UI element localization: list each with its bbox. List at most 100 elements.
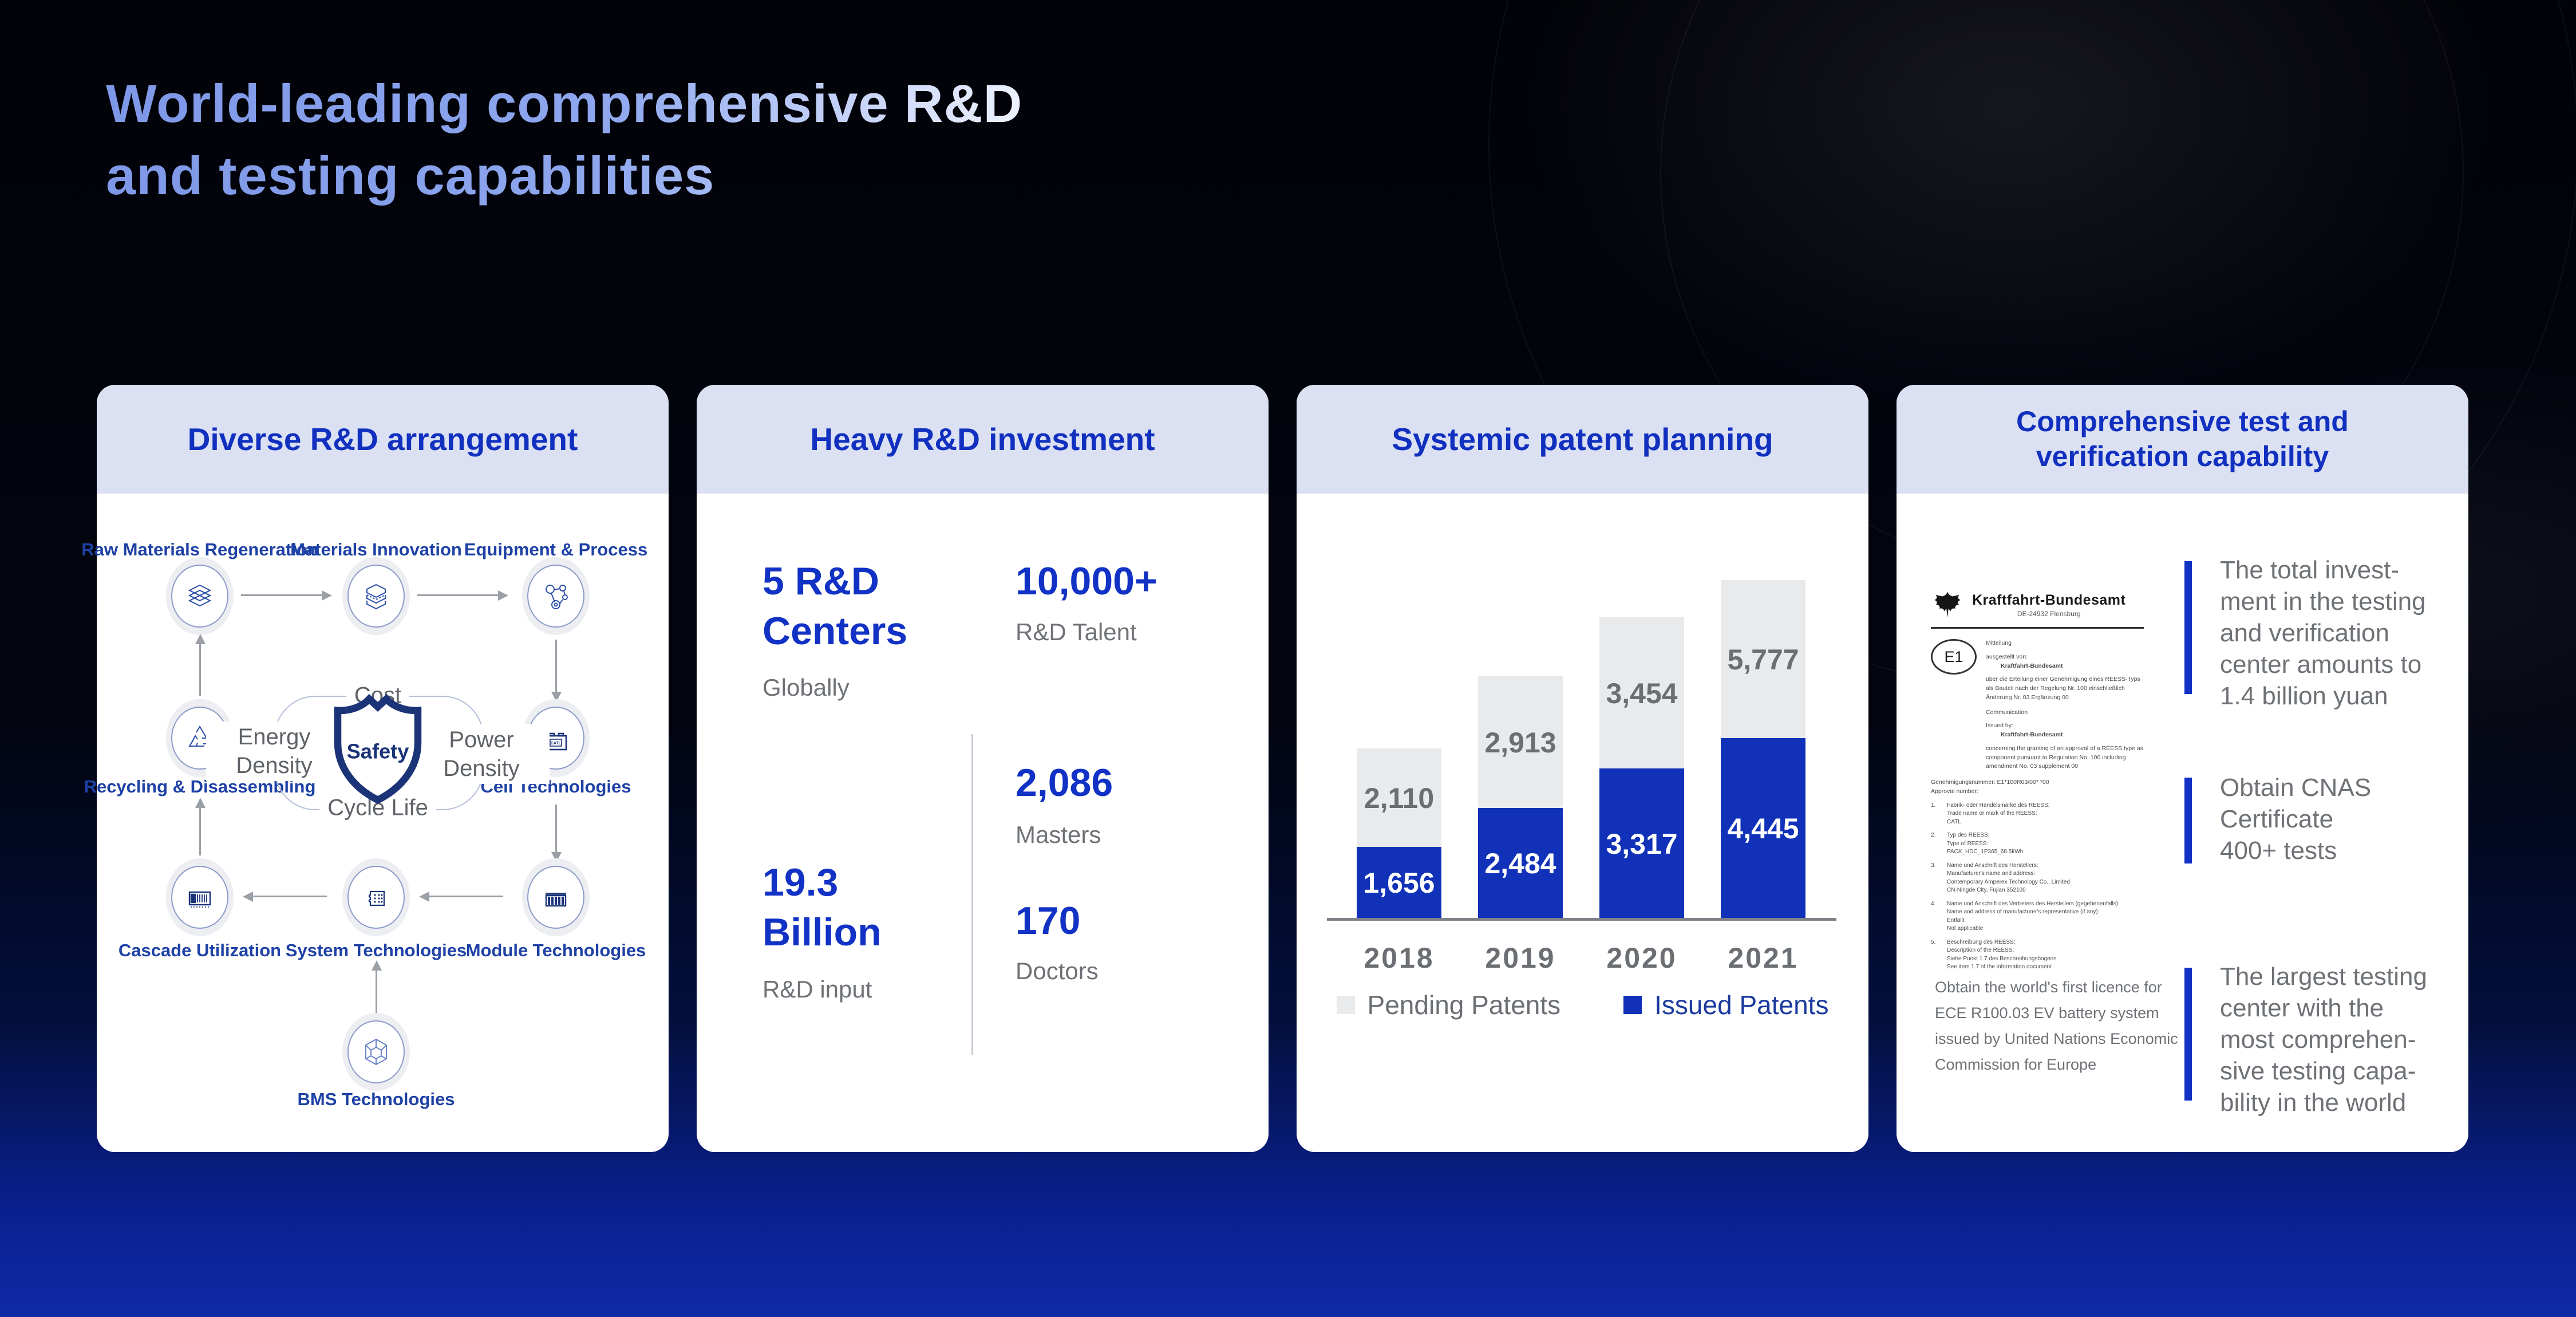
ece-licence-footnote: Obtain the world's first licence for ECE… — [1935, 975, 2178, 1078]
arrow-equipment-to-cell — [555, 640, 557, 692]
legend-pending-patents: Pending Patents — [1336, 989, 1561, 1020]
bullet1-line: and verification — [2220, 619, 2389, 647]
bar-2019: 2,484 2,913 — [1478, 676, 1563, 918]
arrow-materials-to-equipment — [417, 594, 499, 596]
bar-pending-segment — [1721, 580, 1805, 738]
cert-line: Description of the REESS: — [1947, 947, 2014, 953]
cascade-utilization-icon — [166, 858, 234, 936]
stat-masters-value: 2,086 — [1016, 761, 1113, 805]
bullet1-line: The total invest- — [2220, 556, 2400, 584]
bullet3-text: The largest testing center with the most… — [2220, 961, 2427, 1118]
arrow-bms-to-system — [376, 970, 377, 1014]
bar-issued-label: 3,317 — [1606, 827, 1678, 860]
cert-item-no: 4. — [1931, 900, 1936, 907]
footnote-line: Commission for Europe — [1935, 1056, 2097, 1073]
arrow-recycling-to-raw — [199, 644, 201, 696]
cert-rule — [1931, 627, 2144, 629]
bar-issued-label: 1,656 — [1363, 867, 1435, 899]
stat-masters-label: Masters — [1016, 821, 1101, 848]
cert-line: Name und Anschrift des Vertreters des He… — [1947, 900, 2120, 907]
bar-issued-segment — [1599, 768, 1684, 918]
bar-issued-label: 2,484 — [1484, 847, 1556, 880]
footnote-line: ECE R100.03 EV battery system — [1935, 1004, 2159, 1022]
bar-issued-label: 4,445 — [1727, 813, 1799, 845]
arrow-cell-to-module — [555, 805, 557, 853]
bar-issued-segment — [1721, 738, 1805, 918]
bar-2021: 4,445 5,777 — [1721, 580, 1805, 918]
arrow-system-to-cascade — [252, 896, 327, 897]
cert-line: Entfällt — [1947, 917, 1965, 924]
chart-legend: Pending Patents Issued Patents — [1297, 989, 1868, 1020]
label-equipment-process: Equipment & Process — [464, 539, 648, 559]
stat-rd-talent-value: 10,000+ — [1016, 559, 1157, 603]
stat-rd-centers-line2: Centers — [762, 609, 908, 653]
cert-line: Contemporary Amperex Technology Co., Lim… — [1947, 878, 2070, 885]
stat-doctors-value: 170 — [1016, 899, 1081, 943]
bar-2018: 1,656 2,110 — [1357, 748, 1441, 918]
bullet3-line: most comprehen- — [2220, 1026, 2416, 1054]
cert-item-5: 5. Beschreibung des REESS: Description o… — [1931, 939, 2144, 972]
federal-eagle-icon — [1934, 592, 1961, 618]
bullet3-line: sive testing capa- — [2220, 1057, 2416, 1085]
legend-issued-patents: Issued Patents — [1623, 989, 1828, 1020]
cert-item-no: 5. — [1931, 939, 1936, 945]
cert-line: Siehe Punkt 1.7 des Beschreibungsbogens — [1947, 955, 2057, 962]
bullet1-accent-bar — [2184, 561, 2192, 694]
label-cascade-utilization: Cascade Utilization — [118, 940, 282, 960]
bullet2-accent-bar — [2184, 778, 2192, 863]
cert-line: Manufacturer's name and address: — [1947, 870, 2036, 877]
bar-pending-label: 3,454 — [1606, 677, 1678, 709]
cert-de-text: über die Erteilung einer Genehmigung ein… — [1986, 676, 2140, 701]
cert-issuer: Kraftfahrt-Bundesamt — [2001, 662, 2063, 669]
safety-shield-icon: Safety — [332, 693, 424, 809]
cert-title: Kraftfahrt-Bundesamt — [1972, 592, 2126, 608]
bar-pending-label: 5,777 — [1727, 644, 1799, 676]
cert-line: Typ des REESS: — [1947, 832, 1990, 838]
bullet2-line: Obtain CNAS — [2220, 774, 2372, 802]
cert-issued-by: Issued by: — [1986, 722, 2013, 730]
cert-line: Type of REESS: — [1947, 840, 1989, 847]
bullet1-line: ment in the testing — [2220, 587, 2426, 616]
stat-rd-centers: 5 R&D Centers — [762, 557, 907, 656]
catl-battery-brand: CATL — [551, 742, 562, 746]
cert-item-no: 3. — [1931, 862, 1936, 869]
bar-2020: 3,317 3,454 — [1599, 617, 1684, 918]
bar-issued-segment — [1357, 847, 1441, 918]
bullet3-accent-bar — [2184, 968, 2192, 1101]
stat-rd-talent-label: R&D Talent — [1016, 618, 1137, 645]
label-materials-innovation: Materials Innovation — [290, 539, 462, 559]
footnote-line: issued by United Nations Economic — [1935, 1030, 2178, 1047]
label-power-density: Power Density — [413, 724, 550, 784]
card-diverse-rd-arrangement: Diverse R&D arrangement Raw Materials Re… — [81, 385, 669, 1152]
safety-shield-label: Safety — [347, 740, 409, 763]
cert-line: See item 1.7 of the information document — [1947, 964, 2052, 970]
module-technologies-icon — [522, 858, 590, 936]
label-energy-density: Energy Density — [206, 721, 342, 781]
year-label-2018: 2018 — [1364, 942, 1435, 974]
bar-pending-segment — [1478, 676, 1563, 808]
cert-approval-en: Approval number: — [1931, 787, 1978, 795]
legend-pending-label: Pending Patents — [1367, 990, 1561, 1020]
cert-line: PACK_HDC_1P365_68.5kWh — [1947, 849, 2024, 855]
stat-rd-centers-line1: 5 R&D — [762, 559, 880, 603]
cert-item-3: 3. Name und Anschrift des Herstellers: M… — [1931, 862, 2144, 895]
bullet2-line: 400+ tests — [2220, 837, 2337, 865]
bullet2-text: Obtain CNAS Certificate 400+ tests — [2220, 772, 2371, 866]
cert-subtitle: DE-24932 Flensburg — [2017, 609, 2081, 618]
cert-line: CN-Ningde City, Fujian 352100 — [1947, 887, 2026, 893]
bullet1-line: center amounts to — [2220, 650, 2422, 679]
cert-line: CATL — [1947, 818, 1961, 825]
cert-item-2: 2. Typ des REESS: Type of REESS: PACK_HD… — [1931, 831, 2144, 857]
bar-pending-label: 2,913 — [1484, 726, 1556, 759]
bar-pending-segment — [1357, 748, 1441, 847]
stats-divider — [971, 734, 973, 1055]
page-title: World-leading comprehensive R&D and test… — [106, 68, 1022, 212]
card-test-verification: Comprehensive test and verification capa… — [1897, 385, 2468, 1152]
arrow-module-to-system — [429, 896, 503, 897]
cert-approval-de: Genehmigungsnummer: E1*100R03/00* *00 — [1931, 779, 2049, 786]
stat-rd-centers-label: Globally — [762, 674, 850, 701]
bullet3-line: bility in the world — [2220, 1089, 2407, 1117]
stat-doctors-label: Doctors — [1016, 957, 1099, 984]
card3-header: Systemic patent planning — [1297, 385, 1868, 494]
